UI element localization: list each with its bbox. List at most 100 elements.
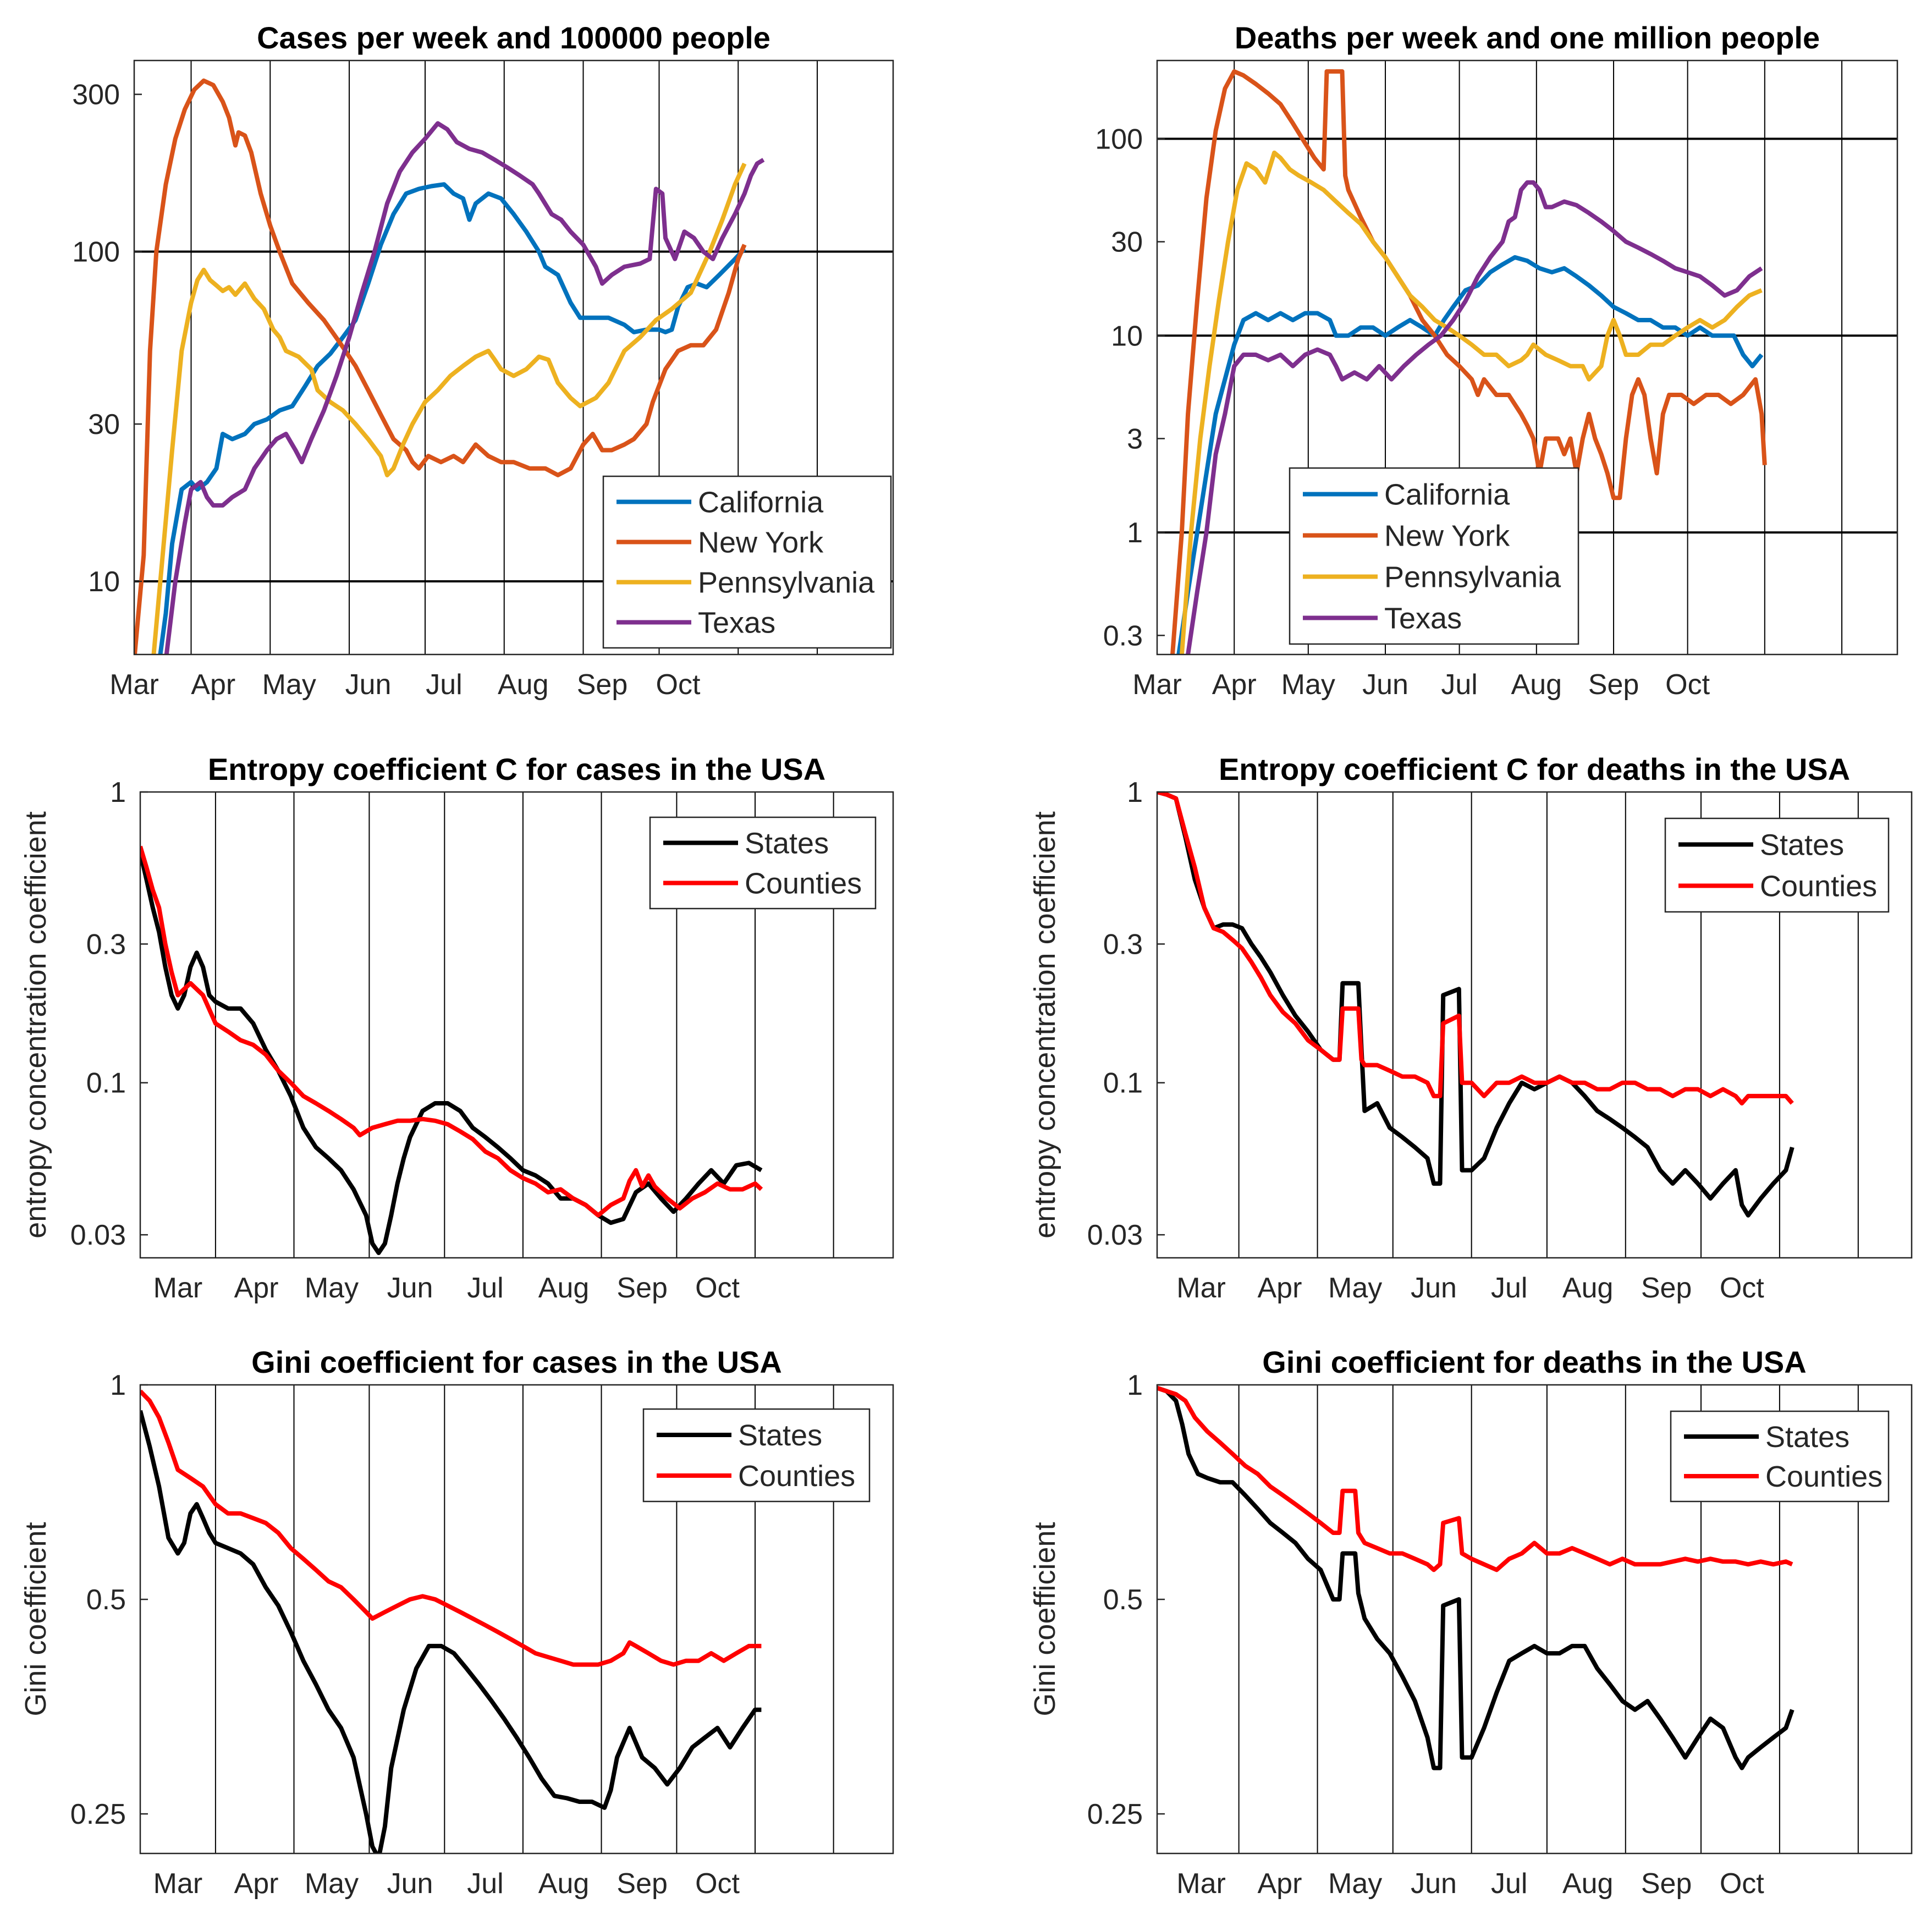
y-tick-label: 0.25 — [70, 1798, 126, 1830]
legend-box — [1289, 467, 1579, 645]
y-tick-label: 0.1 — [1103, 1068, 1143, 1099]
legend-label: Counties — [745, 867, 862, 900]
legend-label: New York — [698, 526, 824, 559]
legend: California New York Pennsylvania Texas — [602, 475, 892, 649]
y-tick-label: 3 — [1127, 423, 1143, 455]
series-line-california — [158, 182, 746, 654]
y-tick-label: 30 — [88, 409, 120, 441]
legend-label: States — [738, 1419, 822, 1452]
x-tick-label: Jul — [467, 1272, 503, 1304]
legend-box — [642, 1408, 871, 1503]
y-tick-label: 1 — [1127, 777, 1143, 808]
x-tick-label: Sep — [1641, 1272, 1692, 1304]
y-tick-label: 1 — [1127, 1369, 1143, 1401]
x-tick-label: Jun — [387, 1272, 433, 1304]
x-tick-label: Apr — [234, 1868, 279, 1900]
chart-title: Cases per week and 100000 people — [257, 20, 770, 55]
legend-label: Pennsylvania — [698, 566, 875, 599]
series-line-states — [1157, 1385, 1795, 1770]
series-line-states — [140, 1410, 762, 1853]
y-tick-label: 1 — [110, 1369, 126, 1401]
x-tick-label: Apr — [234, 1272, 279, 1304]
series-line-new-york — [134, 78, 747, 654]
y-tick-label: 100 — [1095, 123, 1143, 155]
x-tick-label: Sep — [617, 1272, 668, 1304]
x-tick-label: Oct — [1720, 1272, 1764, 1304]
series-line-counties — [140, 1389, 762, 1667]
chart-panel-5: 0.25 0.5 1 Mar Apr May Jun Jul Aug Sep Oct Gini coe… — [19, 1345, 894, 1900]
series-line-counties — [1157, 792, 1794, 1105]
axes-frame — [139, 1384, 894, 1855]
y-tick-label: 1 — [110, 777, 126, 808]
axes-frame — [1156, 1384, 1913, 1855]
legend-label: California — [698, 486, 824, 519]
series-line-texas — [1186, 180, 1763, 654]
x-tick-label: Sep — [1641, 1868, 1692, 1900]
legend-label: Counties — [1765, 1460, 1883, 1493]
legend-label: New York — [1384, 520, 1510, 553]
x-tick-label: Mar — [153, 1272, 203, 1304]
chart-panel-6: 0.25 0.5 1 Mar Apr May Jun Jul Aug Sep Oct Gini coe… — [1028, 1345, 1913, 1900]
y-tick-label: 0.3 — [1103, 620, 1143, 652]
legend-label: Pennsylvania — [1384, 561, 1561, 594]
x-tick-label: Sep — [1588, 669, 1639, 701]
x-tick-label: Aug — [1562, 1868, 1614, 1900]
x-tick-label: Aug — [538, 1272, 590, 1304]
chart-panel-2: 0.3 1 3 10 30 100 Mar Apr May Jun Jul Aug Sep Oct Deat… — [1095, 20, 1898, 701]
y-tick-label: 0.3 — [86, 928, 126, 960]
y-axis-label: Gini coefficient — [1028, 1522, 1061, 1716]
legend-box — [602, 475, 892, 649]
series-line-states — [140, 851, 763, 1255]
x-tick-label: Aug — [1511, 669, 1562, 701]
x-tick-label: Aug — [498, 669, 549, 701]
legend-label: Texas — [1384, 602, 1462, 635]
x-tick-label: Apr — [1212, 669, 1257, 701]
y-tick-label: 0.03 — [70, 1219, 126, 1251]
legend: States Counties — [1670, 1410, 1890, 1503]
x-tick-label: Jul — [426, 669, 462, 701]
x-tick-label: Mar — [1132, 669, 1182, 701]
x-tick-label: May — [262, 669, 316, 701]
x-tick-label: Oct — [1720, 1868, 1764, 1900]
x-tick-label: Jul — [1491, 1272, 1527, 1304]
y-tick-label: 0.03 — [1087, 1219, 1143, 1251]
x-tick-label: Jun — [1362, 669, 1408, 701]
x-tick-label: Mar — [153, 1868, 203, 1900]
y-tick-label: 100 — [72, 236, 120, 268]
axes-frame — [1156, 791, 1913, 1259]
x-tick-label: Sep — [577, 669, 628, 701]
y-axis-label: Gini coefficient — [19, 1522, 52, 1716]
x-tick-label: Apr — [1257, 1272, 1302, 1304]
x-tick-label: Oct — [695, 1272, 740, 1304]
y-tick-label: 0.1 — [86, 1068, 126, 1099]
x-tick-label: May — [1328, 1272, 1382, 1304]
chart-panel-1: 10 30 100 300 Mar Apr May Jun Jul Aug Sep Oct Cases … — [72, 20, 894, 701]
legend-label: States — [1765, 1421, 1850, 1454]
x-tick-label: May — [1281, 669, 1335, 701]
legend-label: Texas — [698, 607, 775, 640]
legend-label: Counties — [1760, 870, 1877, 903]
x-tick-label: Jul — [467, 1868, 503, 1900]
y-axis-label: entropy concentration coefficient — [19, 811, 52, 1239]
series-line-california — [1176, 255, 1764, 654]
x-tick-label: May — [305, 1868, 359, 1900]
legend: States Counties — [1664, 817, 1890, 913]
y-axis-label: entropy concentration coefficient — [1028, 811, 1061, 1239]
legend-label: States — [745, 827, 829, 860]
y-tick-label: 0.5 — [1103, 1584, 1143, 1616]
axes-frame — [139, 791, 894, 1259]
chart-panel-4: 0.03 0.1 0.3 1 Mar Apr May Jun Jul Aug Sep Oct Entro… — [1028, 752, 1913, 1304]
x-tick-label: Jun — [387, 1868, 433, 1900]
legend-label: Counties — [738, 1460, 855, 1493]
legend-box — [649, 816, 877, 910]
y-tick-label: 300 — [72, 79, 120, 111]
x-tick-label: Oct — [656, 669, 701, 701]
axes-frame — [1156, 59, 1898, 656]
legend: California New York Pennsylvania Texas — [1289, 467, 1579, 645]
series-line-states — [1157, 792, 1795, 1218]
legend: States Counties — [642, 1408, 871, 1503]
series-line-texas — [164, 121, 765, 654]
x-tick-label: Jul — [1491, 1868, 1527, 1900]
x-tick-label: Oct — [1665, 669, 1710, 701]
chart-title: Entropy coefficient C for deaths in the … — [1219, 752, 1850, 786]
